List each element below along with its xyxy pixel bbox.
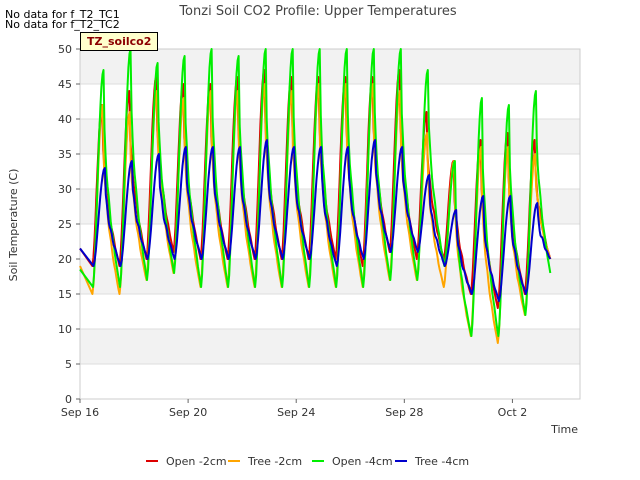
grid-band: [80, 49, 580, 84]
y-tick-label: 25: [58, 218, 72, 231]
y-tick-label: 30: [58, 183, 72, 196]
legend-label: Open -4cm: [332, 455, 393, 468]
x-tick-label: Sep 16: [61, 406, 99, 419]
legend-label: Tree -4cm: [414, 455, 469, 468]
site-tag-box: TZ_soilco2: [80, 32, 159, 51]
y-tick-label: 35: [58, 148, 72, 161]
no-data-note-2: No data for f_T2_TC2: [5, 18, 120, 31]
grid-band: [80, 119, 580, 154]
y-tick-label: 10: [58, 323, 72, 336]
series-line-tree-4cm: [79, 139, 552, 302]
y-tick-label: 50: [58, 43, 72, 56]
x-tick-label: Oct 2: [498, 406, 528, 419]
legend-label: Open -2cm: [166, 455, 227, 468]
no-data-note-1: No data for f_T2_TC1: [5, 8, 120, 21]
y-tick-label: 20: [58, 253, 72, 266]
x-tick-label: Sep 24: [277, 406, 315, 419]
y-tick-label: 0: [65, 393, 72, 406]
x-tick-label: Sep 20: [169, 406, 207, 419]
y-tick-label: 45: [58, 78, 72, 91]
y-tick-label: 15: [58, 288, 72, 301]
x-tick-label: Sep 28: [385, 406, 423, 419]
chart-title: Tonzi Soil CO2 Profile: Upper Temperatur…: [178, 4, 457, 19]
y-tick-label: 40: [58, 113, 72, 126]
y-tick-label: 5: [65, 358, 72, 371]
y-axis-label: Soil Temperature (C): [7, 169, 20, 282]
legend-label: Tree -2cm: [247, 455, 302, 468]
grid-band: [80, 329, 580, 364]
x-axis-label: Time: [550, 423, 578, 436]
grid-band: [80, 259, 580, 294]
